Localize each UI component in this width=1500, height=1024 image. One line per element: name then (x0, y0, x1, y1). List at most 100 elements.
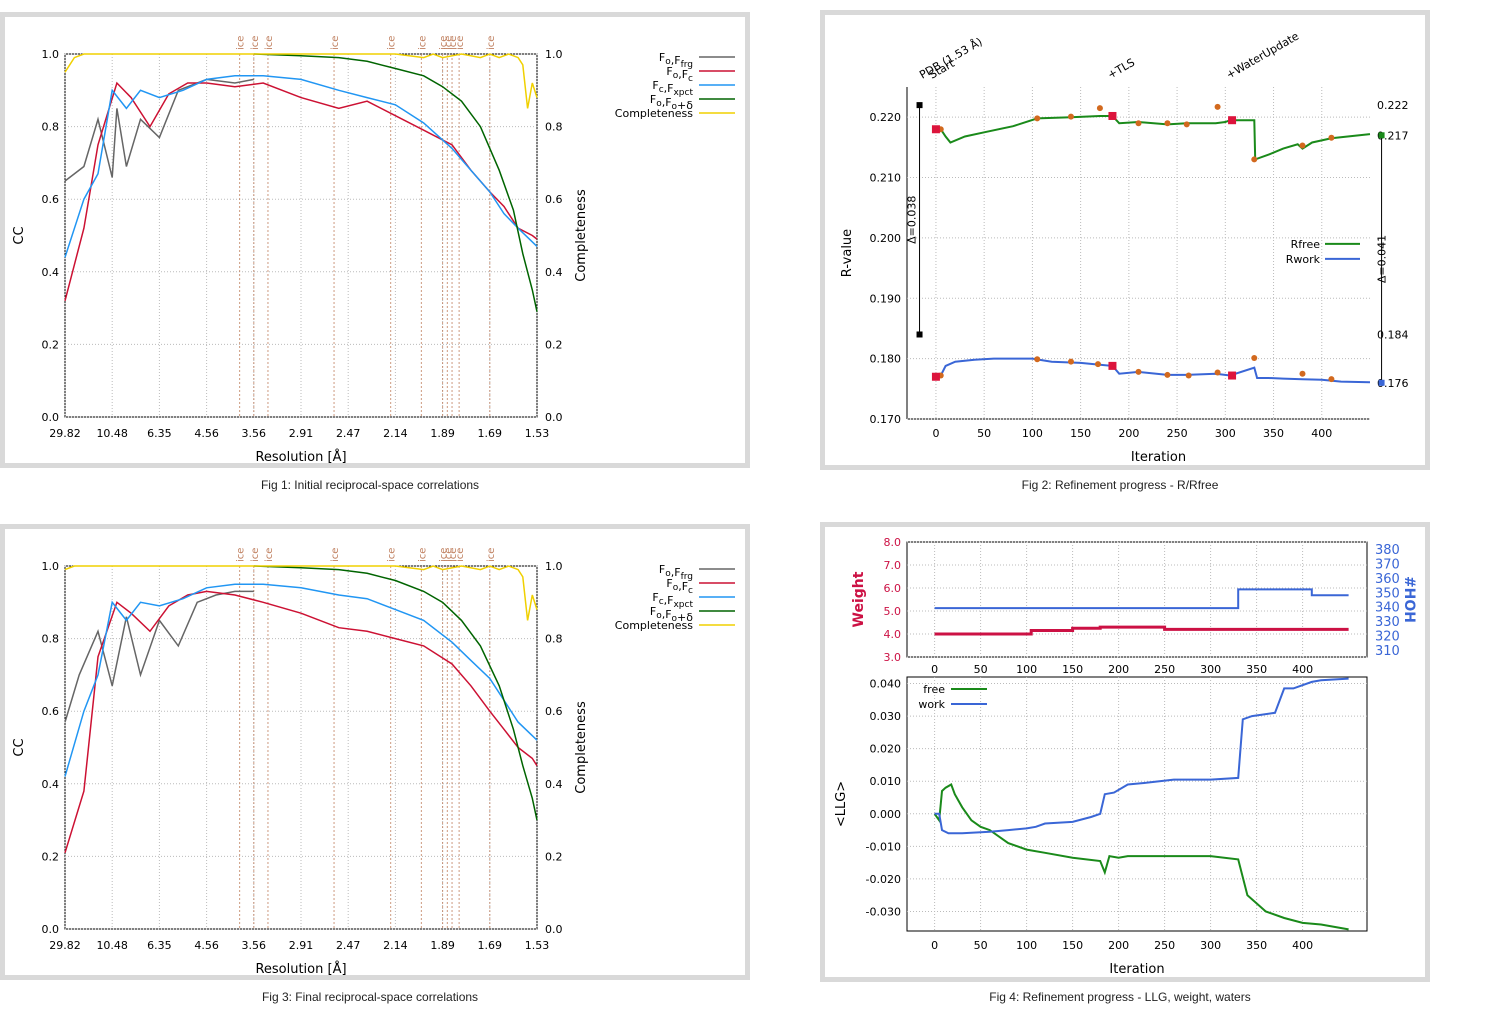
fig2-step-marker (1164, 120, 1171, 127)
fig3-xtick-label: 10.48 (96, 939, 128, 952)
fig4-series-hoh (934, 588, 1349, 610)
fig3-ice-label: ice (417, 548, 428, 562)
fig2-stage-marker (1108, 361, 1117, 370)
fig2-ytick-label: 0.180 (870, 353, 902, 366)
fig1-ice-label: ice (448, 36, 459, 50)
fig2-legend-label: Rfree (1291, 238, 1321, 251)
fig3-ytick-label: 0.0 (42, 923, 60, 936)
fig3-y2tick-label: 0.8 (545, 633, 563, 646)
fig2-step-marker (1299, 370, 1306, 377)
fig3-xtick-label: 1.69 (478, 939, 503, 952)
fig1-ice-label: ice (443, 36, 454, 50)
fig4-hoh-tick-label: 350 (1375, 586, 1400, 601)
fig3-xtick-label: 1.53 (525, 939, 550, 952)
fig2-stage-marker (1228, 371, 1237, 380)
fig4-xlabel: Iteration (1109, 962, 1164, 977)
fig1-y2label: Completeness (574, 189, 589, 282)
fig4-bottom-xtick-label: 200 (1108, 939, 1129, 952)
fig2-step-marker (1183, 121, 1190, 128)
fig4-weight-tick-label: 6.0 (884, 582, 902, 595)
fig2-step-marker (1094, 361, 1101, 368)
fig3-ytick-label: 1.0 (42, 560, 60, 573)
fig2-end-rfree-marker (1378, 132, 1385, 139)
fig1-caption: Fig 1: Initial reciprocal-space correlat… (260, 478, 480, 492)
fig3-ytick-label: 0.8 (42, 633, 60, 646)
fig4-panel: 0 50 100 150 200 250 300 350 400 3.0 4.0 5.0 6.0 7.0 8… (820, 522, 1430, 982)
fig4-llg-tick-label: -0.030 (866, 905, 901, 918)
fig3-ytick-label: 0.2 (42, 850, 60, 863)
fig3-series-delta (253, 565, 538, 821)
fig1-ylabel: CC (12, 226, 27, 244)
fig1-xtick-label: 29.82 (49, 427, 81, 440)
fig4-bottom-frame (906, 676, 1368, 932)
fig2-right-value-label: 0.184 (1377, 328, 1409, 341)
fig4-series-weight (934, 625, 1349, 636)
fig1-xtick-label: 3.56 (242, 427, 267, 440)
fig4-weight-tick-label: 4.0 (884, 628, 902, 641)
fig4-weight-tick-label: 7.0 (884, 559, 902, 572)
fig4-hoh-tick-label: 360 (1375, 572, 1400, 587)
fig1-ice-label: ice (250, 36, 261, 50)
fig2-xtick-label: 50 (977, 427, 991, 440)
fig1-ice-label: ice (486, 36, 497, 50)
fig4-llg-tick-label: 0.010 (870, 775, 902, 788)
fig2-step-marker (1328, 134, 1335, 141)
fig1-chart: 29.82 10.48 6.35 4.56 3.56 2.91 2.47 2.14 1.89 1.… (12, 36, 735, 463)
fig4-llg-tick-label: 0.000 (870, 808, 902, 821)
fig4-top-xtick-label: 400 (1292, 663, 1313, 676)
fig3-legend-label: Completeness (615, 619, 693, 632)
fig3-y2tick-label: 0.4 (545, 778, 563, 791)
fig2-step-marker (1135, 368, 1142, 375)
fig3-y2tick-label: 0.0 (545, 923, 563, 936)
fig1-ytick-label: 0.6 (42, 193, 60, 206)
fig3-ylabel: CC (12, 738, 27, 756)
fig2-ytick-label: 0.200 (870, 232, 902, 245)
fig2-panel: 0 50 100 150 200 250 300 350 400 0.170 0.180 0.190 0… (820, 10, 1430, 470)
fig4-hoh-tick-label: 310 (1375, 644, 1400, 659)
fig1-series-completeness (64, 53, 538, 109)
fig1-y2tick-label: 0.0 (545, 411, 563, 424)
fig2-event-label: +TLS (1105, 56, 1137, 82)
fig3-ice-label: ice (236, 548, 247, 562)
fig3-xtick-label: 3.56 (242, 939, 267, 952)
fig2-step-marker (1214, 103, 1221, 110)
fig2-xtick-label: 250 (1167, 427, 1188, 440)
fig2-ytick-label: 0.170 (870, 413, 902, 426)
fig1-legend-label: Completeness (615, 107, 693, 120)
fig1-y2tick-label: 0.4 (545, 266, 563, 279)
fig1-ytick-label: 0.0 (42, 411, 60, 424)
fig4-weight-tick-label: 8.0 (884, 536, 902, 549)
fig4-chart: 0 50 100 150 200 250 300 350 400 3.0 4.0 5.0 6.0 7.0 8… (834, 536, 1417, 977)
fig4-caption: Fig 4: Refinement progress - LLG, weight… (989, 990, 1251, 1004)
fig3-legend-label: Fo,Fo+δ (650, 605, 693, 624)
fig1-xtick-label: 6.35 (147, 427, 172, 440)
fig3-series-frg (64, 590, 254, 723)
fig1-y2tick-label: 1.0 (545, 48, 563, 61)
fig2-step-marker (1067, 113, 1074, 120)
fig4-bottom-xtick-label: 350 (1246, 939, 1267, 952)
fig2-start-rwork-marker (916, 331, 923, 338)
fig2-stage-marker (931, 125, 940, 134)
fig1-series-delta (253, 53, 538, 312)
fig3-series-xpct (64, 583, 538, 777)
fig2-step-marker (1214, 369, 1221, 376)
fig4-bottom-xtick-label: 250 (1154, 939, 1175, 952)
fig1-ice-label: ice (455, 36, 466, 50)
fig1-ice-label: ice (387, 36, 398, 50)
fig2-step-marker (1034, 115, 1041, 122)
fig4-legend-label: work (918, 698, 945, 711)
fig1-xtick-label: 2.47 (336, 427, 361, 440)
fig2-right-value-label: 0.176 (1377, 377, 1409, 390)
fig4-llg-tick-label: 0.020 (870, 743, 902, 756)
fig4-top-xtick-label: 350 (1246, 663, 1267, 676)
fig2-end-rwork-marker (1378, 379, 1385, 386)
fig1-xtick-label: 4.56 (194, 427, 219, 440)
fig3-xtick-label: 4.56 (194, 939, 219, 952)
fig4-hoh-tick-label: 370 (1375, 558, 1400, 573)
fig1-y2tick-label: 0.8 (545, 121, 563, 134)
fig4-legend-label: free (923, 683, 945, 696)
fig3-legend-label: Fo,Fc (666, 577, 693, 596)
fig4-weight-tick-label: 5.0 (884, 605, 902, 618)
fig2-stage-marker (1228, 116, 1237, 125)
fig1-legend-label: Fo,Fo+δ (650, 93, 693, 112)
